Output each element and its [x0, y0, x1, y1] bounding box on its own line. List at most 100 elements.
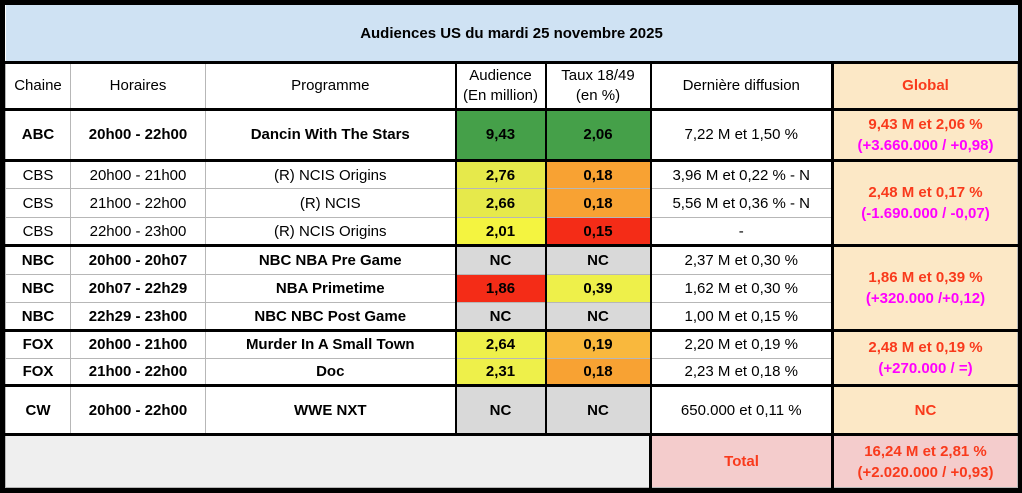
global-line2: (+270.000 / =): [878, 360, 973, 378]
program-cell: (R) NCIS Origins: [205, 216, 456, 247]
channel-cell: NBC: [5, 273, 71, 303]
program-cell: WWE NXT: [205, 383, 456, 436]
global-line2: (+3.660.000 / +0,98): [857, 136, 994, 154]
channel-cell: FOX: [5, 329, 71, 359]
program-cell: Murder In A Small Town: [205, 329, 456, 359]
total-line1: 16,24 M et 2,81 %: [864, 442, 987, 460]
table-row-cw: CW 20h00 - 22h00 WWE NXT NC NC 650.000 e…: [5, 383, 1018, 436]
last-diffusion-cell: 2,37 M et 0,30 %: [650, 244, 833, 275]
channel-cell: CBS: [5, 159, 71, 190]
channel-cell: ABC: [5, 107, 71, 162]
column-header-global: Global: [831, 62, 1018, 110]
time-cell: 20h00 - 20h07: [70, 244, 206, 275]
time-cell: 20h07 - 22h29: [70, 273, 206, 303]
last-diffusion-cell: 1,62 M et 0,30 %: [650, 273, 833, 303]
audience-cell: NC: [454, 244, 547, 275]
program-cell: NBC NBA Pre Game: [205, 244, 456, 275]
column-header-horaires: Horaires: [70, 62, 206, 110]
audience-cell: 2,66: [454, 188, 547, 218]
channel-cell: CBS: [5, 216, 71, 247]
table-row-nbc-1: NBC 20h00 - 20h07 NBC NBA Pre Game NC NC…: [5, 244, 1018, 332]
program-cell: (R) NCIS Origins: [205, 159, 456, 190]
global-cell-cbs: 2,48 M et 0,17 % (-1.690.000 / -0,07): [831, 159, 1018, 247]
time-cell: 22h29 - 23h00: [70, 301, 206, 332]
page-title: Audiences US du mardi 25 novembre 2025: [5, 5, 1018, 65]
last-diffusion-cell: 2,20 M et 0,19 %: [650, 329, 833, 359]
time-cell: 21h00 - 22h00: [70, 357, 206, 386]
last-diffusion-cell: 3,96 M et 0,22 % - N: [650, 159, 833, 190]
audience-table: Audiences US du mardi 25 novembre 2025 C…: [5, 5, 1018, 488]
channel-cell: NBC: [5, 244, 71, 275]
global-cell-cw: NC: [831, 383, 1018, 436]
time-cell: 20h00 - 22h00: [70, 107, 206, 162]
rate-cell: 0,19: [544, 329, 652, 359]
rate-cell: 0,18: [544, 159, 652, 190]
program-cell: NBC NBC Post Game: [205, 301, 456, 332]
column-header-taux-line2: (en %): [575, 86, 621, 104]
rate-cell: NC: [544, 383, 652, 436]
table-row-cbs-3: CBS 22h00 - 23h00 (R) NCIS Origins 2,01 …: [5, 216, 1018, 247]
last-diffusion-cell: -: [650, 216, 833, 247]
audience-cell: 2,31: [454, 357, 547, 386]
column-header-chaine: Chaine: [5, 62, 71, 110]
time-cell: 20h00 - 21h00: [70, 329, 206, 359]
global-cell-nbc: 1,86 M et 0,39 % (+320.000 /+0,12): [831, 244, 1018, 332]
column-header-audience: Audience (En million): [454, 62, 547, 110]
global-line1: 1,86 M et 0,39 %: [868, 269, 983, 287]
program-cell: (R) NCIS: [205, 188, 456, 218]
audience-cell: NC: [454, 383, 547, 436]
last-diffusion-cell: 650.000 et 0,11 %: [650, 383, 833, 436]
audience-cell: 1,86: [454, 273, 547, 303]
title-row: Audiences US du mardi 25 novembre 2025: [5, 5, 1018, 65]
global-line1: 9,43 M et 2,06 %: [868, 115, 983, 133]
channel-cell: CBS: [5, 188, 71, 218]
footer-spacer: [5, 433, 652, 488]
last-diffusion-cell: 5,56 M et 0,36 % - N: [650, 188, 833, 218]
global-line2: (+320.000 /+0,12): [865, 290, 986, 308]
time-cell: 20h00 - 22h00: [70, 383, 206, 436]
global-cell-fox: 2,48 M et 0,19 % (+270.000 / =): [831, 329, 1018, 386]
table-row-cbs-2: CBS 21h00 - 22h00 (R) NCIS 2,66 0,18 5,5…: [5, 188, 1018, 218]
global-line1: 2,48 M et 0,19 %: [868, 339, 983, 357]
program-cell: Dancin With The Stars: [205, 107, 456, 162]
rate-cell: 0,39: [544, 273, 652, 303]
table-row-fox-1: FOX 20h00 - 21h00 Murder In A Small Town…: [5, 329, 1018, 386]
time-cell: 21h00 - 22h00: [70, 188, 206, 218]
rate-cell: NC: [544, 301, 652, 332]
header-row: Chaine Horaires Programme Audience (En m…: [5, 62, 1018, 110]
program-cell: Doc: [205, 357, 456, 386]
column-header-derniere: Dernière diffusion: [650, 62, 833, 110]
time-cell: 22h00 - 23h00: [70, 216, 206, 247]
column-header-audience-line2: (En million): [462, 86, 538, 104]
rate-cell: NC: [544, 244, 652, 275]
total-value-cell: 16,24 M et 2,81 % (+2.020.000 / +0,93): [831, 433, 1018, 488]
global-line1: 2,48 M et 0,17 %: [868, 184, 983, 202]
table-row-nbc-3: NBC 22h29 - 23h00 NBC NBC Post Game NC N…: [5, 301, 1018, 332]
global-line1: NC: [914, 401, 937, 419]
last-diffusion-cell: 7,22 M et 1,50 %: [650, 107, 833, 162]
audience-cell: 9,43: [454, 107, 547, 162]
audience-cell: 2,76: [454, 159, 547, 190]
column-header-taux: Taux 18/49 (en %): [544, 62, 652, 110]
channel-cell: NBC: [5, 301, 71, 332]
last-diffusion-cell: 2,23 M et 0,18 %: [650, 357, 833, 386]
column-header-programme: Programme: [205, 62, 456, 110]
channel-cell: CW: [5, 383, 71, 436]
rate-cell: 0,18: [544, 188, 652, 218]
channel-cell: FOX: [5, 357, 71, 386]
rate-cell: 0,15: [544, 216, 652, 247]
audience-cell: 2,01: [454, 216, 547, 247]
program-cell: NBA Primetime: [205, 273, 456, 303]
total-label-cell: Total: [649, 433, 833, 488]
table-row-abc: ABC 20h00 - 22h00 Dancin With The Stars …: [5, 107, 1018, 162]
total-line2: (+2.020.000 / +0,93): [857, 463, 994, 481]
global-cell-abc: 9,43 M et 2,06 % (+3.660.000 / +0,98): [831, 107, 1018, 162]
column-header-taux-line1: Taux 18/49: [561, 66, 635, 84]
audience-cell: 2,64: [454, 329, 547, 359]
audience-cell: NC: [454, 301, 547, 332]
rate-cell: 2,06: [544, 107, 652, 162]
time-cell: 20h00 - 21h00: [70, 159, 206, 190]
column-header-audience-line1: Audience: [469, 66, 532, 84]
last-diffusion-cell: 1,00 M et 0,15 %: [650, 301, 833, 332]
